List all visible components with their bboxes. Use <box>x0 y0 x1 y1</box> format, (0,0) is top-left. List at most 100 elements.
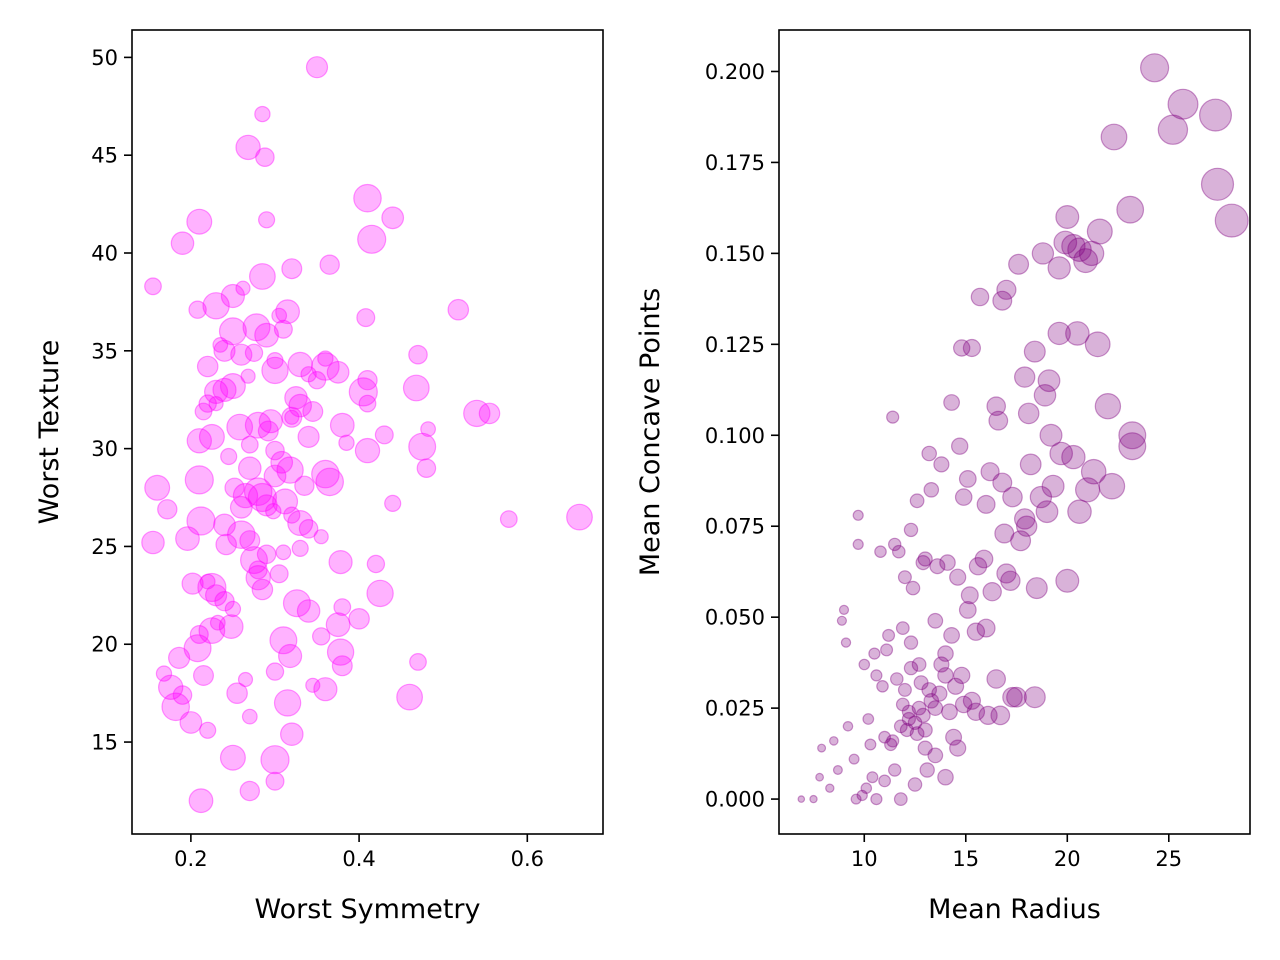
scatter-point <box>273 319 293 339</box>
scatter-point <box>907 777 923 792</box>
scatter-point <box>1035 500 1059 524</box>
y-tick-label: 25 <box>91 535 118 559</box>
scatter-point <box>1080 458 1107 485</box>
scatter-point <box>1000 570 1021 592</box>
scatter-point <box>903 522 919 538</box>
scatter-point <box>179 711 203 734</box>
scatter-point <box>797 795 806 803</box>
scatter-point <box>396 683 424 711</box>
y-tick-label: 0.025 <box>705 697 765 721</box>
scatter-point <box>917 551 933 567</box>
scatter-point <box>1214 203 1249 238</box>
scatter-point <box>265 662 285 681</box>
scatter-point <box>281 406 303 428</box>
scatter-point <box>248 263 276 290</box>
scatter-point <box>1025 577 1048 600</box>
scatter-panel-worst-symmetry-vs-worst-texture: 0.2 0.4 0.6 15 20 25 30 35 40 45 50 Worst Symmetry… <box>34 29 604 925</box>
scatter-point <box>878 774 891 788</box>
scatter-point <box>1002 686 1023 708</box>
scatter-point <box>204 379 229 404</box>
scatter-point <box>874 545 887 558</box>
scatter-point <box>933 656 950 673</box>
scatter-point <box>218 614 244 639</box>
scatter-point <box>302 401 324 423</box>
y-tick-label: 0.175 <box>705 151 765 175</box>
scatter-point <box>420 421 437 438</box>
scatter-point <box>311 459 340 489</box>
scatter-point <box>194 402 213 421</box>
scatter-point <box>447 298 470 321</box>
scatter-point <box>239 780 260 802</box>
scatter-point <box>1167 88 1199 120</box>
scatter-point <box>294 475 315 496</box>
scatter-point <box>1029 485 1053 509</box>
y-tick-label: 35 <box>91 339 118 363</box>
scatter-point <box>899 722 915 738</box>
scatter-point <box>982 582 1002 602</box>
scatter-point <box>927 612 944 629</box>
scatter-point <box>251 578 274 601</box>
scatter-point <box>929 558 946 575</box>
scatter-point <box>1013 508 1036 530</box>
scatter-point <box>895 697 910 712</box>
scatter-point <box>358 394 377 413</box>
scatter-point <box>215 533 237 556</box>
scatter-point <box>988 410 1009 431</box>
scatter-point <box>186 506 216 536</box>
scatter-point <box>1013 366 1036 388</box>
scatter-point <box>232 482 259 509</box>
scatter-point <box>356 308 376 328</box>
scatter-panel-mean-radius-vs-mean-concave-points: 10 15 20 25 0.000 0.025 0.050 0.075 0.100 0.125 0.… <box>635 29 1251 925</box>
scatter-point <box>1200 167 1235 201</box>
scatter-point <box>366 579 394 608</box>
scatter-point <box>838 604 850 616</box>
scatter-point <box>949 568 967 586</box>
scatter-point <box>317 350 334 367</box>
scatter-point <box>384 494 402 512</box>
scatter-point <box>1118 421 1147 450</box>
scatter-point <box>247 482 277 513</box>
scatter-point <box>901 704 917 719</box>
scatter-point <box>927 747 944 764</box>
scatter-point <box>1065 321 1090 346</box>
scatter-point <box>184 465 214 495</box>
scatter-point <box>408 432 437 461</box>
scatter-point <box>889 672 904 686</box>
scatter-point <box>238 456 262 480</box>
scatter-point <box>1061 233 1086 259</box>
scatter-point <box>265 771 285 791</box>
y-tick-label: 15 <box>91 731 118 755</box>
scatter-point <box>842 720 854 732</box>
scatter-point <box>1033 383 1057 407</box>
y-tick-label: 0.000 <box>705 788 765 812</box>
y-tick-label: 0.150 <box>705 242 765 266</box>
scatter-point <box>226 682 248 704</box>
scatter-point <box>1031 242 1055 265</box>
scatter-point <box>416 458 437 478</box>
scatter-point <box>880 643 894 657</box>
scatter-point <box>205 584 228 607</box>
scatter-point <box>836 615 848 626</box>
scatter-point <box>1015 515 1038 537</box>
scatter-point <box>198 423 225 450</box>
scatter-point <box>245 565 271 591</box>
y-tick-label: 20 <box>91 633 118 657</box>
scatter-point <box>901 711 917 727</box>
scatter-point <box>886 734 900 748</box>
y-tick-label: 0.075 <box>705 515 765 539</box>
x-tick-label: 20 <box>1054 847 1081 871</box>
scatter-point <box>366 554 386 574</box>
scatter-point <box>172 685 193 705</box>
scatter-point <box>945 728 963 746</box>
plot-frame <box>131 29 604 835</box>
scatter-point <box>909 493 925 509</box>
scatter-point <box>962 338 982 358</box>
scatter-point <box>189 624 209 644</box>
scatter-point <box>220 447 238 466</box>
scatter-point <box>968 557 988 576</box>
scatter-point <box>954 695 973 714</box>
scatter-point <box>297 425 320 448</box>
scatter-point <box>313 677 338 702</box>
scatter-point <box>282 589 311 618</box>
scatter-point <box>832 764 843 775</box>
